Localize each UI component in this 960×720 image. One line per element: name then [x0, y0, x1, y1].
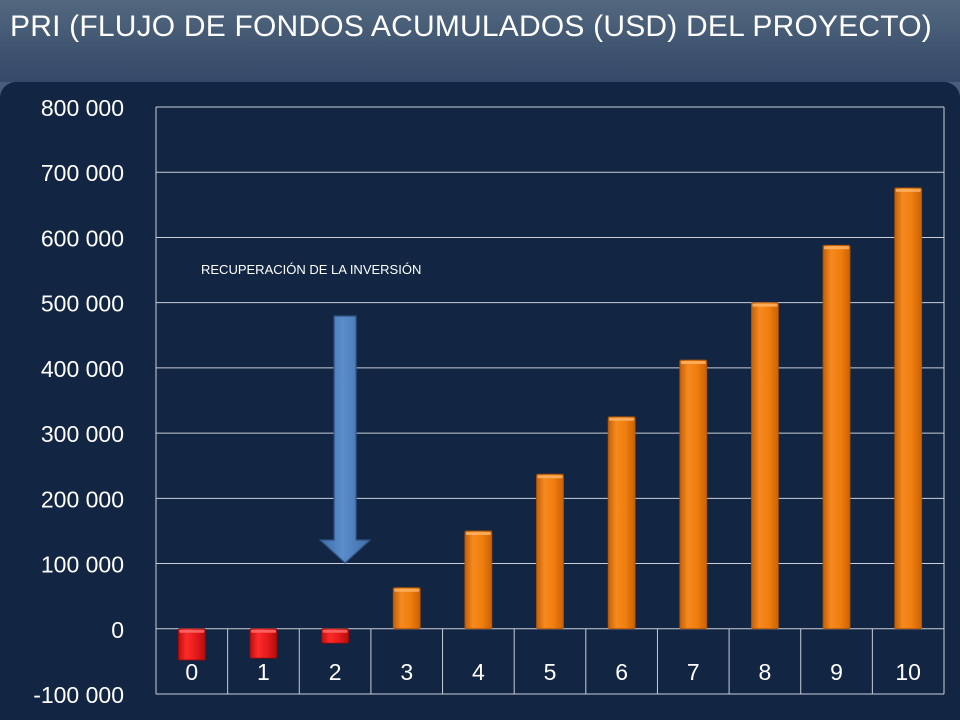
y-tick-label: 100 000 — [41, 552, 124, 578]
y-tick-label: 500 000 — [41, 291, 124, 317]
y-tick-label: 400 000 — [41, 356, 124, 382]
bar-highlight — [895, 188, 921, 192]
x-tick-label: 6 — [615, 659, 628, 685]
bar-highlight — [322, 629, 348, 633]
bar-8 — [751, 302, 779, 630]
bar-3 — [392, 587, 421, 630]
x-tick-label: 8 — [759, 659, 772, 685]
bar-1 — [249, 628, 278, 659]
bar-highlight — [752, 303, 778, 307]
bar-4 — [464, 530, 493, 630]
bar-highlight — [465, 531, 491, 535]
bar-highlight — [680, 361, 706, 365]
x-tick-label: 7 — [687, 659, 700, 685]
slide-title: PRI (FLUJO DE FONDOS ACUMULADOS (USD) DE… — [10, 10, 932, 43]
x-axis-labels: 0 1 2 3 4 5 6 7 8 9 10 — [185, 659, 921, 685]
x-tick-label: 2 — [329, 659, 342, 685]
bar-highlight — [609, 417, 635, 421]
bar-highlight — [537, 475, 563, 479]
bar-0 — [177, 628, 206, 661]
y-tick-label: -100 000 — [33, 682, 124, 708]
y-tick-label: 0 — [111, 617, 124, 643]
x-tick-label: 10 — [895, 659, 921, 685]
x-tick-label: 5 — [544, 659, 557, 685]
bar-10 — [894, 187, 923, 630]
y-tick-label: 200 000 — [41, 486, 124, 512]
bar-highlight — [394, 588, 420, 592]
x-tick-label: 9 — [830, 659, 843, 685]
title-bar — [0, 0, 960, 82]
annotation-text: RECUPERACIÓN DE LA INVERSIÓN — [201, 262, 421, 277]
bar-6 — [607, 416, 636, 630]
bar-highlight — [824, 246, 850, 250]
y-tick-label: 600 000 — [41, 225, 124, 251]
bar-5 — [536, 473, 564, 630]
bar-highlight — [250, 629, 276, 633]
y-tick-label: 800 000 — [41, 95, 124, 121]
bar-9 — [822, 244, 851, 630]
bar-highlight — [179, 629, 205, 633]
x-tick-label: 4 — [472, 659, 485, 685]
x-tick-label: 3 — [400, 659, 413, 685]
down-arrow-icon — [318, 315, 372, 564]
bar-7 — [679, 359, 708, 630]
annotation: RECUPERACIÓN DE LA INVERSIÓN — [201, 262, 421, 564]
y-tick-label: 700 000 — [41, 160, 124, 186]
x-tick-label: 0 — [185, 659, 198, 685]
bars — [177, 187, 923, 661]
x-tick-label: 1 — [257, 659, 270, 685]
y-axis-labels: -100 000 0 100 000 200 000 300 000 400 000 500… — [33, 95, 124, 708]
y-tick-label: 300 000 — [41, 421, 124, 447]
